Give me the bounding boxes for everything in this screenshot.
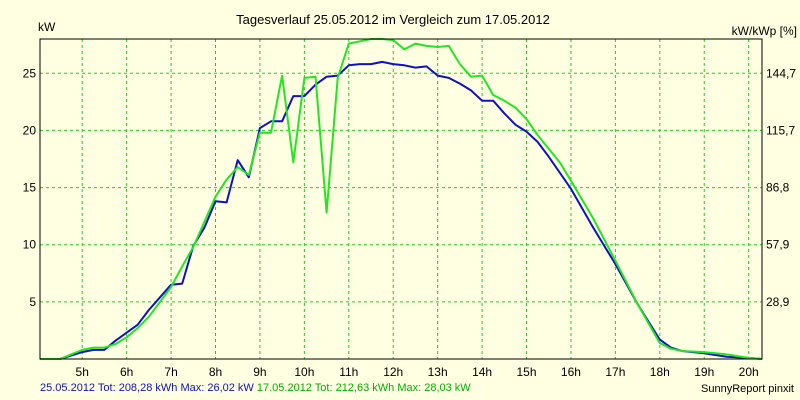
x-tick-label: 13h: [428, 365, 448, 379]
x-tick-label: 8h: [209, 365, 222, 379]
credit-text: SunnyReport pinxit: [701, 383, 794, 395]
x-tick-label: 9h: [253, 365, 266, 379]
series-lines: [40, 38, 763, 360]
x-tick-label: 20h: [739, 365, 759, 379]
y-tick-label-right: 144,7: [766, 66, 796, 80]
series-line-1: [40, 60, 763, 360]
footer-summary: 25.05.2012 Tot: 208,28 kWh Max: 26,02 kW…: [40, 382, 471, 394]
y-tick-label-left: 15: [23, 181, 37, 195]
x-tick-label: 7h: [164, 365, 177, 379]
y-tick-label-right: 57,9: [766, 238, 790, 252]
y-tick-label-right: 86,8: [766, 181, 790, 195]
right-axis-label: kW/kWp [%]: [732, 24, 797, 38]
x-tick-label: 16h: [561, 365, 581, 379]
x-tick-label: 12h: [383, 365, 403, 379]
y-tick-label-right: 115,7: [766, 123, 795, 137]
series-1-summary: 25.05.2012 Tot: 208,28 kWh Max: 26,02 kW: [40, 382, 254, 394]
left-axis-label: kW: [38, 20, 56, 34]
plot-frame: [39, 38, 763, 360]
x-tick-label: 6h: [120, 365, 133, 379]
x-tick-label: 18h: [650, 365, 670, 379]
axis-ticks: 5h 6h 7h 8h 9h 10h 11h 12h 13h 14h 15h 16h 17h 18h 19h…: [23, 66, 797, 379]
x-tick-label: 14h: [472, 365, 492, 379]
chart-title: Tagesverlauf 25.05.2012 im Vergleich zum…: [236, 12, 550, 27]
x-tick-label: 17h: [605, 365, 625, 379]
series-line-2: [40, 38, 763, 360]
x-tick-label: 11h: [339, 365, 358, 379]
x-tick-label: 5h: [76, 365, 89, 379]
y-tick-label-left: 25: [23, 66, 37, 80]
y-tick-label-left: 10: [23, 238, 37, 252]
x-tick-label: 15h: [517, 365, 537, 379]
y-tick-label-right: 28,9: [766, 295, 790, 309]
x-tick-label: 19h: [694, 365, 714, 379]
y-tick-label-left: 5: [29, 295, 36, 309]
y-tick-label-left: 20: [23, 123, 37, 137]
x-tick-label: 10h: [294, 365, 314, 379]
series-2-summary: 17.05.2012 Tot: 212,63 kWh Max: 28,03 kW: [256, 382, 471, 394]
